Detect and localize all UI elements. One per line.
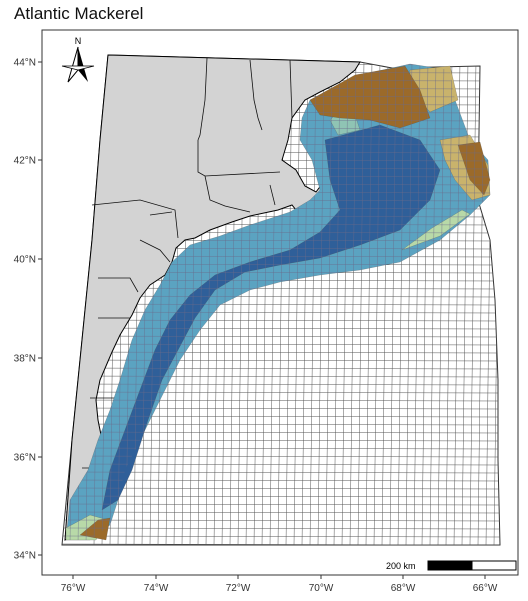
north-arrow-light-half bbox=[67, 46, 79, 83]
grid-line bbox=[62, 487, 500, 490]
north-arrow-label: N bbox=[75, 36, 82, 46]
grid-line bbox=[62, 511, 500, 514]
x-tick-label: 76°W bbox=[61, 583, 86, 594]
x-tick-label: 70°W bbox=[309, 583, 334, 594]
grid-line bbox=[62, 479, 500, 482]
y-tick-label: 38°N bbox=[14, 354, 36, 365]
grid-line bbox=[62, 527, 500, 530]
grid-line bbox=[293, 59, 301, 545]
y-tick-label: 40°N bbox=[14, 255, 36, 266]
x-tick-label: 72°W bbox=[226, 583, 251, 594]
x-axis: 76°W 74°W 72°W 70°W 68°W 66°W bbox=[61, 575, 498, 594]
grid-line bbox=[62, 503, 500, 506]
north-arrow-crossbar bbox=[61, 65, 95, 71]
grid-line bbox=[62, 495, 500, 498]
grid-line bbox=[62, 471, 500, 474]
y-tick-label: 36°N bbox=[14, 453, 36, 464]
y-tick-label: 34°N bbox=[14, 551, 36, 562]
scale-bar-label: 200 km bbox=[386, 561, 416, 571]
x-tick-label: 68°W bbox=[391, 583, 416, 594]
grid-line bbox=[62, 535, 500, 538]
grid-line bbox=[62, 543, 500, 545]
x-tick-label: 66°W bbox=[473, 583, 498, 594]
y-axis: 34°N 36°N 38°N 40°N 42°N 44°N bbox=[14, 58, 42, 562]
grid-line bbox=[469, 59, 477, 545]
grid-line bbox=[62, 327, 500, 330]
y-tick-label: 42°N bbox=[14, 156, 36, 167]
scale-bar: 200 km bbox=[386, 560, 517, 571]
scale-bar-light-segment bbox=[471, 560, 517, 571]
y-tick-label: 44°N bbox=[14, 58, 36, 69]
grid-line bbox=[62, 335, 500, 338]
north-arrow: N bbox=[61, 36, 95, 83]
grid-line bbox=[285, 59, 293, 545]
density-field bbox=[65, 63, 491, 541]
x-tick-label: 74°W bbox=[144, 583, 169, 594]
grid-line bbox=[62, 319, 500, 322]
map-title: Atlantic Mackerel bbox=[14, 4, 144, 23]
grid-line bbox=[62, 519, 500, 522]
scale-bar-dark-segment bbox=[427, 560, 473, 571]
north-arrow-dark-half bbox=[78, 47, 88, 82]
